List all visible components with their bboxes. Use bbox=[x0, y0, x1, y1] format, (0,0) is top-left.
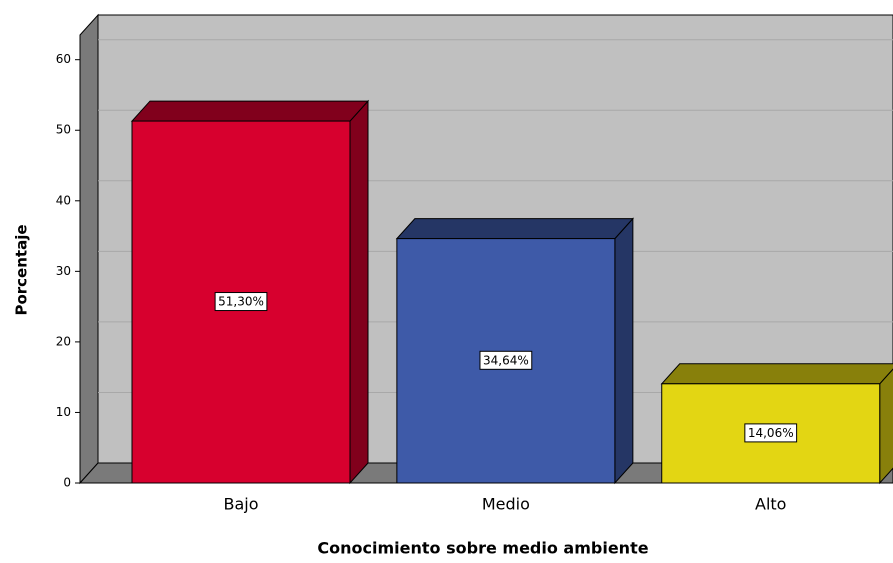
value-label-box bbox=[479, 350, 533, 370]
x-tick-label: Alto bbox=[755, 495, 786, 514]
bar-top bbox=[395, 218, 634, 240]
value-label: 14,06% bbox=[748, 426, 794, 440]
y-tick-label: 10 bbox=[56, 405, 71, 419]
x-tick-label: Medio bbox=[482, 495, 530, 514]
value-label-box bbox=[744, 423, 798, 443]
bar-side bbox=[349, 99, 369, 485]
bar bbox=[660, 363, 893, 485]
y-tick-label: 60 bbox=[56, 52, 71, 66]
y-tick-label: 40 bbox=[56, 193, 71, 207]
bar-side bbox=[614, 217, 634, 485]
side-wall bbox=[79, 13, 99, 485]
x-tick-label: Bajo bbox=[223, 495, 258, 514]
x-axis-title: Conocimiento sobre medio ambiente bbox=[317, 539, 648, 558]
value-label-box bbox=[214, 292, 268, 312]
y-tick-label: 30 bbox=[56, 264, 71, 278]
y-tick-label: 0 bbox=[63, 476, 71, 490]
value-label: 34,64% bbox=[483, 353, 529, 367]
value-label: 51,30% bbox=[218, 295, 264, 309]
y-axis-title: Porcentaje bbox=[13, 224, 31, 315]
bar bbox=[130, 99, 370, 485]
y-tick-label: 50 bbox=[56, 123, 71, 137]
y-tick-label: 20 bbox=[56, 334, 71, 348]
bar-top bbox=[660, 363, 893, 385]
bar-top bbox=[130, 100, 370, 122]
